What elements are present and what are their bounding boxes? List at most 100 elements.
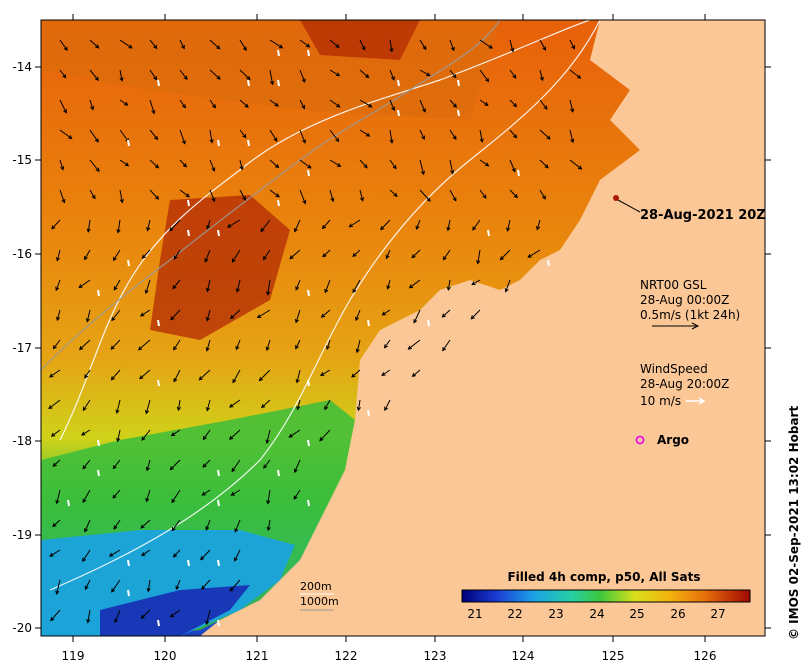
current-arrow — [267, 279, 271, 295]
current-arrow — [149, 69, 158, 80]
current-arrowhead — [216, 75, 221, 80]
current-arrowhead — [470, 315, 475, 320]
wind-arrow — [277, 199, 280, 207]
current-arrowhead — [442, 256, 447, 261]
contour-label-1000m: 1000m — [300, 595, 339, 608]
current-arrowhead — [86, 228, 91, 233]
lat-tick-label: -20 — [12, 621, 32, 635]
current-arrow — [329, 99, 340, 108]
current-arrowhead — [86, 618, 91, 624]
current-arrow — [266, 339, 271, 351]
current-arrow — [359, 69, 369, 78]
current-arrowhead — [542, 195, 546, 200]
wind-arrow — [127, 589, 130, 597]
current-arrowhead — [484, 101, 489, 106]
current-arrow — [329, 159, 341, 167]
current-arrow — [471, 279, 481, 285]
current-arrowhead — [145, 466, 150, 472]
current-arrowhead — [153, 44, 158, 50]
lon-tick-label: 125 — [602, 649, 625, 663]
current-arrowhead — [235, 345, 240, 351]
wind-arrow — [157, 79, 160, 87]
current-arrowhead — [293, 228, 298, 233]
current-arrow — [56, 249, 61, 261]
current-arrowhead — [320, 313, 326, 318]
current-arrowhead — [242, 196, 246, 201]
contour-legend: 200m 1000m — [300, 580, 339, 611]
current-arrowhead — [381, 311, 386, 316]
current-arrow — [209, 99, 216, 108]
current-arrowhead — [512, 103, 518, 108]
current-arrow — [119, 69, 123, 81]
current-arrow — [232, 369, 241, 383]
current-arrowhead — [228, 435, 234, 440]
current-arrow — [59, 189, 65, 203]
current-arrow — [50, 609, 61, 621]
current-arrowhead — [322, 253, 327, 258]
current-scale-arrowhead — [691, 322, 700, 330]
current-arrowhead — [408, 284, 414, 289]
current-arrow — [384, 339, 391, 349]
current-arrowhead — [265, 439, 270, 445]
current-arrow — [387, 279, 391, 289]
current-arrowhead — [55, 257, 61, 262]
current-legend: NRT00 GSL 28-Aug 00:00Z 0.5m/s (1kt 24h) — [640, 278, 740, 330]
current-arrow — [356, 339, 361, 353]
coldest-band — [100, 585, 250, 636]
current-arrowhead — [84, 585, 89, 591]
current-arrowhead — [381, 372, 386, 376]
current-arrow — [171, 429, 181, 437]
current-arrow — [295, 339, 301, 349]
current-arrow — [171, 489, 181, 503]
current-arrowhead — [302, 200, 307, 205]
current-arrowhead — [274, 164, 280, 169]
current-arrowhead — [52, 462, 57, 467]
current-arrowhead — [386, 285, 391, 290]
current-arrow — [419, 159, 425, 175]
colorbar-tick: 21 — [467, 607, 482, 621]
current-arrowhead — [204, 258, 209, 263]
wind-arrow — [427, 319, 430, 327]
current-arrow — [569, 69, 581, 79]
wind-arrow — [307, 169, 310, 177]
wind-arrow — [187, 199, 190, 207]
current-arrow — [140, 609, 151, 619]
current-arrowhead — [169, 466, 174, 471]
current-arrow — [449, 99, 457, 108]
current-arrowhead — [154, 135, 159, 141]
current-arrow — [51, 219, 61, 230]
current-arrow — [231, 249, 241, 263]
current-arrow — [349, 219, 361, 228]
current-arrow — [442, 309, 451, 318]
current-arrowhead — [137, 346, 143, 351]
current-arrowhead — [351, 373, 356, 378]
current-arrow — [110, 339, 121, 350]
current-arrow — [351, 369, 361, 378]
current-arrowhead — [146, 587, 151, 593]
current-arrowhead — [324, 288, 329, 294]
current-arrowhead — [141, 552, 146, 557]
current-arrow — [359, 99, 372, 108]
current-arrow — [389, 99, 395, 111]
current-arrowhead — [510, 47, 515, 53]
current-arrow — [359, 159, 368, 169]
current-arrowhead — [325, 345, 331, 350]
current-arrow — [206, 609, 211, 625]
current-arrow — [81, 429, 91, 436]
current-arrowhead — [446, 226, 451, 232]
current-arrowhead — [527, 253, 532, 258]
current-arrow — [231, 459, 241, 472]
current-arrowhead — [48, 405, 53, 410]
current-arrow — [145, 489, 151, 502]
current-arrowhead — [80, 431, 86, 436]
current-arrow — [209, 39, 221, 50]
current-arrowhead — [258, 377, 263, 382]
current-arrowhead — [154, 164, 160, 169]
current-arrowhead — [173, 378, 178, 383]
current-arrowhead — [335, 72, 341, 77]
current-arrowhead — [111, 316, 116, 322]
current-arrowhead — [113, 525, 118, 530]
current-arrow — [177, 399, 181, 411]
current-arrowhead — [235, 288, 240, 293]
